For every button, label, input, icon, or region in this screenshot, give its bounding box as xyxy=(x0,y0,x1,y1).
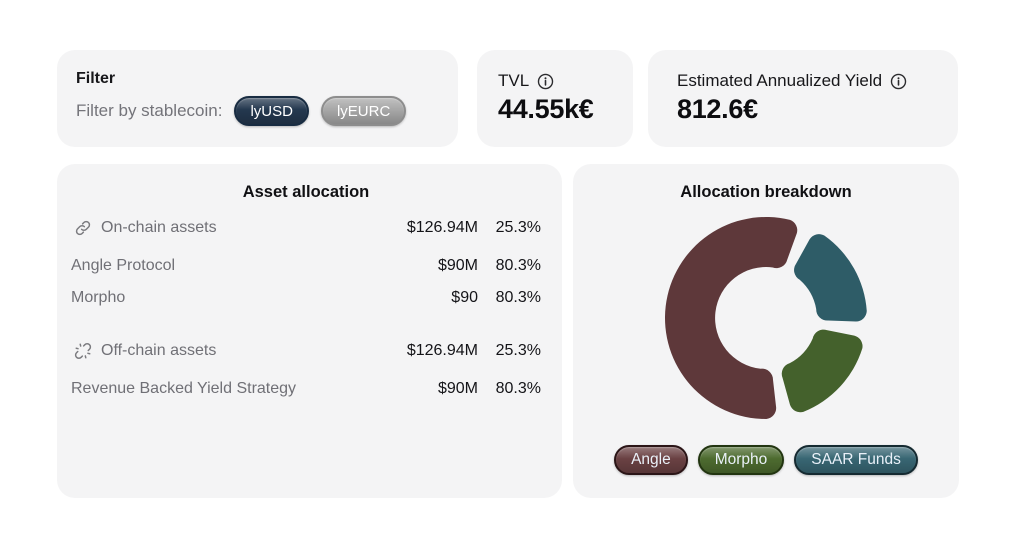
row-percent: 80.3% xyxy=(495,380,541,397)
table-row: Off-chain assets $126.94M 25.3% xyxy=(71,335,541,367)
donut-legend: Angle Morpho SAAR Funds xyxy=(573,445,959,475)
table-row: Revenue Backed Yield Strategy $90M 80.3% xyxy=(71,373,541,405)
row-amount: $90M xyxy=(437,257,478,274)
table-row: Angle Protocol $90M 80.3% xyxy=(71,250,541,282)
row-label: Morpho xyxy=(71,289,126,306)
yield-card: Estimated Annualized Yield 812.6€ xyxy=(648,50,958,147)
legend-pill-angle[interactable]: Angle xyxy=(614,445,688,475)
row-amount: $126.94M xyxy=(406,219,478,236)
donut-segment-saar-funds[interactable] xyxy=(794,234,867,322)
table-row: Morpho $90 80.3% xyxy=(71,282,541,314)
allocation-breakdown-card: Allocation breakdown Angle Morpho SAAR F… xyxy=(573,164,959,498)
info-icon[interactable] xyxy=(890,73,907,90)
legend-pill-saar-funds[interactable]: SAAR Funds xyxy=(794,445,918,475)
yield-title-row: Estimated Annualized Yield xyxy=(677,71,958,91)
tvl-title-row: TVL xyxy=(498,71,633,91)
legend-pill-morpho[interactable]: Morpho xyxy=(697,445,785,475)
filter-card: Filter Filter by stablecoin: lyUSD lyEUR… xyxy=(57,50,458,147)
row-group-spacer xyxy=(71,314,541,335)
donut-segment-morpho[interactable] xyxy=(781,329,863,413)
row-percent: 80.3% xyxy=(495,289,541,306)
info-icon[interactable] xyxy=(537,73,554,90)
row-percent: 80.3% xyxy=(495,257,541,274)
asset-allocation-table: On-chain assets $126.94M 25.3% Angle Pro… xyxy=(71,212,541,405)
row-amount: $90 xyxy=(451,289,478,306)
donut-segment-angle[interactable] xyxy=(664,217,798,420)
row-percent: 25.3% xyxy=(495,342,541,359)
allocation-donut-chart xyxy=(664,217,867,420)
yield-title: Estimated Annualized Yield xyxy=(677,71,883,90)
asset-allocation-card: Asset allocation On-chain assets $126.94… xyxy=(57,164,562,498)
filter-by-stablecoin-label: Filter by stablecoin: xyxy=(76,101,223,120)
table-row: On-chain assets $126.94M 25.3% xyxy=(71,212,541,244)
row-percent: 25.3% xyxy=(495,219,541,236)
yield-value: 812.6€ xyxy=(677,94,758,124)
row-label: Revenue Backed Yield Strategy xyxy=(71,380,297,397)
stablecoin-pill-lyeurc[interactable]: lyEURC xyxy=(320,96,407,126)
tvl-card: TVL 44.55k€ xyxy=(477,50,633,147)
tvl-title: TVL xyxy=(498,71,530,90)
row-label: Angle Protocol xyxy=(71,257,176,274)
allocation-breakdown-title: Allocation breakdown xyxy=(680,183,852,201)
broken-chain-link-icon xyxy=(74,342,92,360)
asset-allocation-title: Asset allocation xyxy=(242,183,370,201)
row-label: Off-chain assets xyxy=(101,342,217,359)
row-label: On-chain assets xyxy=(101,219,217,236)
filter-row: Filter by stablecoin: lyUSD lyEURC xyxy=(76,96,438,126)
filter-title: Filter xyxy=(76,70,116,87)
row-amount: $90M xyxy=(437,380,478,397)
row-amount: $126.94M xyxy=(406,342,478,359)
chain-link-icon xyxy=(74,219,92,237)
tvl-value: 44.55k€ xyxy=(498,94,594,124)
stablecoin-pill-lyusd[interactable]: lyUSD xyxy=(234,96,309,126)
